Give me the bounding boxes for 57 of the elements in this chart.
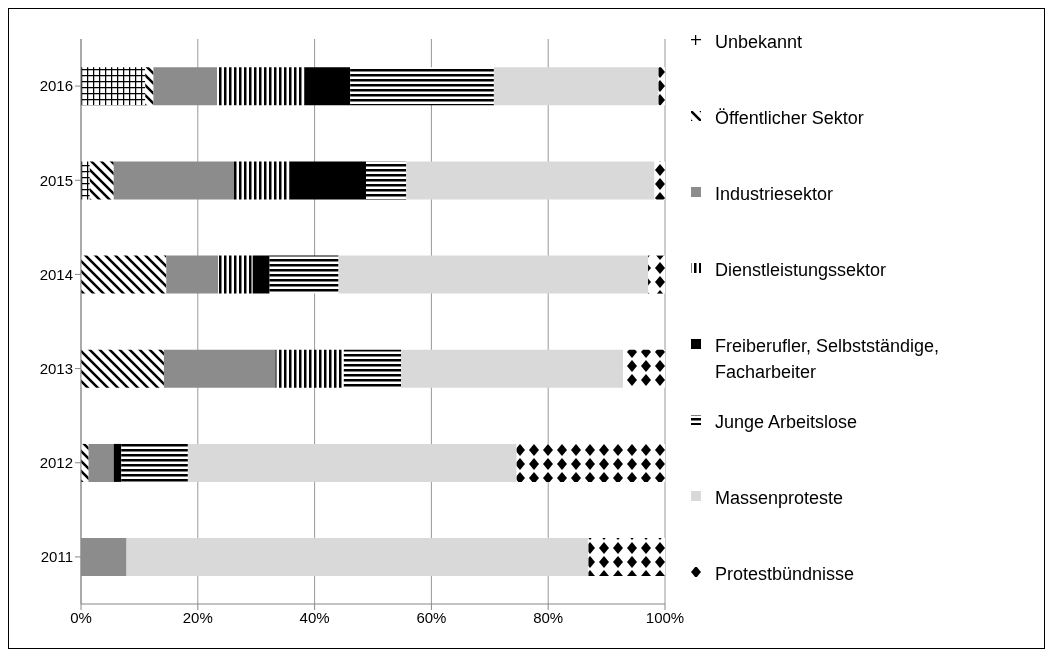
bar: [622, 349, 665, 388]
bar: [658, 67, 665, 106]
bar: [88, 443, 114, 482]
bar: [304, 67, 351, 106]
bar: [81, 161, 90, 200]
y-tick-label: 2013: [39, 359, 73, 377]
bar: [81, 443, 89, 482]
bar: [350, 67, 494, 106]
bar: [289, 161, 366, 200]
bar: [153, 67, 218, 106]
bar: [275, 349, 344, 388]
x-tick-label: 0%: [70, 608, 92, 626]
x-tick-label: 60%: [416, 608, 447, 626]
bar: [113, 443, 122, 482]
x-tick-label: 20%: [182, 608, 213, 626]
bar: [218, 255, 253, 294]
bar: [654, 161, 665, 200]
bar: [406, 161, 655, 200]
y-tick-label: 2011: [40, 548, 73, 566]
legend-label: Öffentlicher Sektor: [715, 107, 864, 130]
y-tick-label: 2016: [39, 77, 73, 95]
legend-label: Massenproteste: [715, 487, 844, 510]
bar: [121, 443, 188, 482]
x-tick-label: 100%: [645, 608, 685, 626]
bar: [493, 67, 659, 106]
bar: [187, 443, 517, 482]
bar: [269, 255, 339, 294]
legend-label: Dienstleistungssektor: [715, 259, 887, 282]
y-tick-label: 2014: [39, 265, 73, 283]
bar: [365, 161, 407, 200]
bar: [217, 67, 305, 106]
bar: [252, 255, 270, 294]
legend-label: Industriesektor: [715, 183, 834, 206]
bar: [234, 161, 290, 200]
bar: [145, 67, 154, 106]
bar: [81, 67, 146, 106]
bar: [401, 349, 623, 388]
bar: [113, 161, 235, 200]
legend-label: Freiberufler, Selbstständige, Facharbeiter: [715, 335, 941, 384]
bar: [516, 443, 665, 482]
x-tick-label: 80%: [533, 608, 564, 626]
bar: [89, 161, 114, 200]
legend-label: Unbekannt: [715, 31, 803, 54]
bar: [343, 349, 402, 388]
bar: [338, 255, 649, 294]
bar: [588, 538, 665, 577]
legend-label: Protestbündnisse: [715, 563, 855, 586]
bar: [126, 538, 589, 577]
x-tick-label: 40%: [299, 608, 330, 626]
y-tick-label: 2012: [39, 454, 73, 472]
bar: [648, 255, 665, 294]
bar: [163, 349, 276, 388]
legend-label: Junge Arbeitslose: [715, 411, 858, 434]
y-tick-label: 2015: [39, 171, 73, 189]
bar: [166, 255, 219, 294]
bar: [81, 255, 167, 294]
bar: [81, 349, 164, 388]
